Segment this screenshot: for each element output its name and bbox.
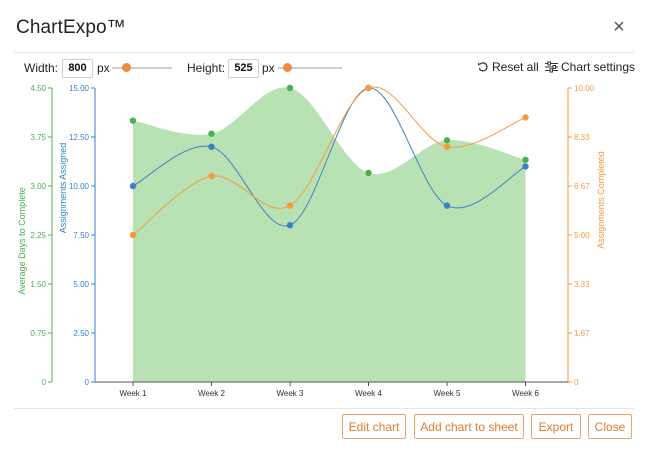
x-tick-label: Week 2 bbox=[198, 389, 226, 398]
point-assignments-assigned[interactable] bbox=[208, 143, 215, 150]
y-axis-title-assignments-completed: Assignments Completed bbox=[596, 151, 606, 249]
y-tick-label-average-days: 3.00 bbox=[30, 182, 46, 191]
x-tick-label: Week 6 bbox=[512, 389, 540, 398]
sliders-icon bbox=[545, 61, 558, 73]
point-average-days[interactable] bbox=[365, 169, 372, 177]
width-slider-thumb[interactable] bbox=[122, 63, 131, 72]
point-average-days[interactable] bbox=[522, 156, 529, 164]
y-tick-label-average-days: 3.75 bbox=[30, 133, 46, 142]
y-tick-label-assignments-assigned: 0 bbox=[85, 378, 90, 387]
y-tick-label-average-days: 4.50 bbox=[30, 84, 46, 93]
y-tick-label-assignments-completed: 8.33 bbox=[574, 133, 590, 142]
width-slider[interactable] bbox=[112, 67, 172, 69]
y-tick-label-average-days: 0.75 bbox=[30, 329, 46, 338]
reset-icon bbox=[477, 61, 489, 73]
width-input[interactable]: 800 bbox=[62, 59, 93, 78]
y-tick-label-average-days: 0 bbox=[42, 378, 47, 387]
chart-settings-label: Chart settings bbox=[561, 60, 636, 74]
point-average-days[interactable] bbox=[443, 137, 451, 144]
y-tick-label-assignments-assigned: 12.50 bbox=[69, 133, 90, 142]
y-tick-label-average-days: 2.25 bbox=[30, 231, 46, 240]
x-tick-label: Week 5 bbox=[434, 389, 462, 398]
y-tick-label-assignments-completed: 5.00 bbox=[574, 231, 590, 240]
y-tick-label-assignments-assigned: 10.00 bbox=[69, 182, 90, 191]
y-tick-label-assignments-completed: 6.67 bbox=[574, 182, 590, 191]
add-chart-to-sheet-button[interactable]: Add chart to sheet bbox=[414, 414, 524, 439]
y-tick-label-assignments-assigned: 7.50 bbox=[73, 231, 89, 240]
y-axis-title-assignments-assigned: Assignments Assigned bbox=[58, 143, 68, 234]
point-assignments-assigned[interactable] bbox=[129, 182, 137, 190]
close-icon[interactable]: × bbox=[613, 16, 625, 38]
point-average-days[interactable] bbox=[286, 84, 294, 92]
height-slider-thumb[interactable] bbox=[283, 63, 292, 72]
x-tick-label: Week 4 bbox=[355, 389, 383, 398]
chart-area: 0 0 0 0.75 2.50 1.67 1.50 5.00 3.33 2.25 7.50 5.00 3… bbox=[17, 84, 606, 398]
height-input[interactable]: 525 bbox=[228, 59, 259, 78]
export-button[interactable]: Export bbox=[531, 414, 581, 439]
point-assignments-assigned[interactable] bbox=[286, 222, 294, 229]
point-assignments-completed[interactable] bbox=[208, 173, 215, 180]
area-series-average-days bbox=[133, 87, 526, 382]
y-tick-label-assignments-assigned: 2.50 bbox=[73, 329, 89, 338]
height-slider[interactable] bbox=[278, 67, 342, 69]
x-tick-label: Week 3 bbox=[277, 389, 305, 398]
footer-divider bbox=[14, 408, 634, 409]
point-assignments-assigned[interactable] bbox=[443, 202, 451, 209]
edit-chart-button[interactable]: Edit chart bbox=[342, 414, 406, 439]
point-average-days[interactable] bbox=[208, 130, 215, 137]
point-assignments-completed[interactable] bbox=[443, 143, 451, 150]
header-divider bbox=[14, 52, 634, 53]
reset-all-button[interactable]: Reset all bbox=[477, 59, 539, 75]
x-tick-label: Week 1 bbox=[120, 389, 148, 398]
y-tick-label-assignments-completed: 10.00 bbox=[574, 84, 595, 93]
chart-settings-button[interactable]: Chart settings bbox=[545, 59, 635, 75]
height-label: Height: bbox=[187, 61, 226, 75]
y-axis-title-average-days: Average Days to Complete bbox=[17, 187, 27, 294]
y-tick-label-average-days: 1.50 bbox=[30, 280, 46, 289]
point-assignments-completed[interactable] bbox=[129, 231, 137, 239]
y-tick-label-assignments-assigned: 5.00 bbox=[73, 280, 89, 289]
point-assignments-completed[interactable] bbox=[522, 114, 529, 121]
point-assignments-completed[interactable] bbox=[365, 84, 372, 92]
y-tick-label-assignments-completed: 0 bbox=[574, 378, 579, 387]
point-assignments-completed[interactable] bbox=[286, 202, 294, 209]
height-unit: px bbox=[262, 61, 275, 75]
width-label: Width: bbox=[24, 61, 59, 75]
y-tick-label-assignments-assigned: 15.00 bbox=[69, 84, 90, 93]
y-tick-label-assignments-completed: 1.67 bbox=[574, 329, 590, 338]
dialog-title: ChartExpo™ bbox=[16, 17, 126, 38]
reset-all-label: Reset all bbox=[492, 60, 539, 74]
point-assignments-assigned[interactable] bbox=[522, 163, 529, 170]
width-unit: px bbox=[97, 61, 110, 75]
point-average-days[interactable] bbox=[129, 117, 137, 124]
close-button[interactable]: Close bbox=[588, 414, 632, 439]
y-tick-label-assignments-completed: 3.33 bbox=[574, 280, 590, 289]
